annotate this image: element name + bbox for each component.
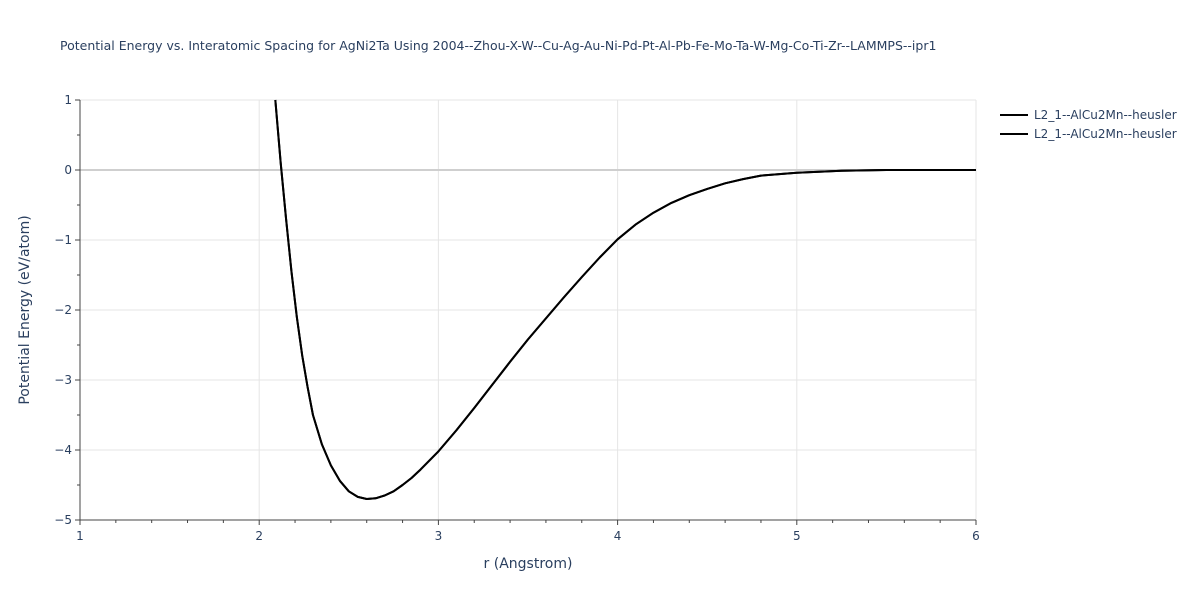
series-line-1	[274, 99, 976, 500]
y-tick-label: 1	[64, 93, 72, 107]
y-axis-ticks: 1 0 −1 −2 −3 −4 −5	[54, 93, 80, 527]
x-tick-label: 1	[76, 529, 84, 543]
x-tick-label: 2	[255, 529, 263, 543]
series-line-2	[274, 99, 976, 500]
legend[interactable]: L2_1--AlCu2Mn--heusler L2_1--AlCu2Mn--heu…	[1000, 108, 1177, 141]
y-tick-label: −2	[54, 303, 72, 317]
x-tick-label: 4	[614, 529, 622, 543]
x-tick-label: 5	[793, 529, 801, 543]
x-axis-title: r (Angstrom)	[484, 556, 573, 572]
legend-label: L2_1--AlCu2Mn--heusler	[1034, 127, 1177, 141]
legend-label: L2_1--AlCu2Mn--heusler	[1034, 108, 1177, 122]
y-tick-label: −5	[54, 513, 72, 527]
legend-item-1[interactable]: L2_1--AlCu2Mn--heusler	[1000, 108, 1177, 122]
series-lines	[274, 99, 976, 500]
legend-item-2[interactable]: L2_1--AlCu2Mn--heusler	[1000, 127, 1177, 141]
y-tick-label: −4	[54, 443, 72, 457]
y-gridlines	[80, 99, 976, 451]
y-tick-label: −1	[54, 233, 72, 247]
x-axis-ticks: 1 2 3 4 5 6	[76, 520, 980, 543]
y-tick-label: 0	[64, 163, 72, 177]
x-tick-label: 6	[972, 529, 980, 543]
x-tick-label: 3	[435, 529, 443, 543]
chart-title: Potential Energy vs. Interatomic Spacing…	[60, 38, 936, 53]
y-tick-label: −3	[54, 373, 72, 387]
y-axis-title: Potential Energy (eV/atom)	[17, 215, 33, 404]
